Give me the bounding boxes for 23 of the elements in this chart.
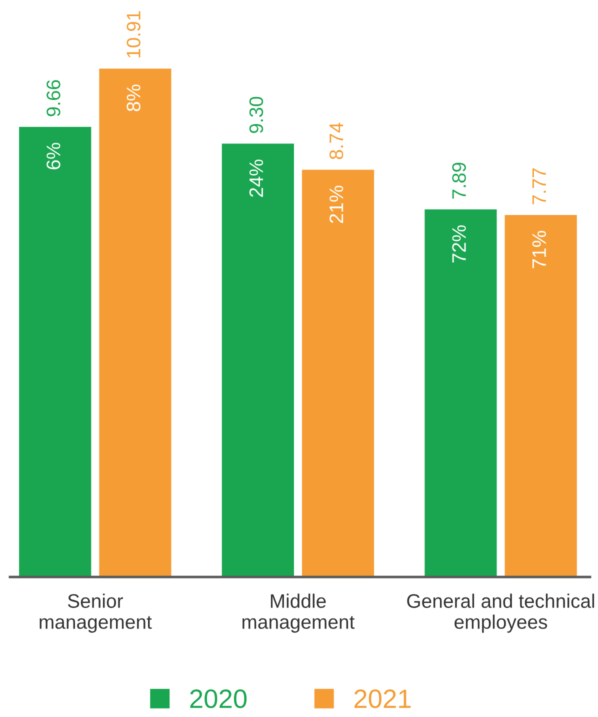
annotation: 21%	[329, 186, 344, 223]
annotation: 8%	[126, 84, 140, 112]
x-tick-label: General and technical employees	[407, 594, 594, 633]
annotation: 6%	[46, 142, 60, 170]
data-label: 8.74	[329, 122, 344, 160]
legend-label: 2020	[190, 689, 247, 708]
bar	[222, 144, 294, 577]
data-label: 9.66	[46, 80, 60, 116]
data-label: 7.77	[532, 168, 546, 204]
bar	[504, 214, 577, 577]
legend-label: 2021	[354, 689, 411, 708]
annotation: 72%	[452, 225, 466, 263]
bar	[19, 126, 92, 577]
x-tick-label: Senior management	[40, 594, 152, 633]
annotation: 24%	[249, 160, 264, 197]
data-label: 7.89	[452, 162, 466, 199]
data-label: 9.30	[249, 96, 264, 134]
x-tick-label: Middle management	[242, 594, 355, 633]
bar	[302, 170, 374, 577]
data-label: 10.91	[126, 11, 140, 58]
annotation: 71%	[532, 230, 546, 268]
bar	[424, 209, 497, 577]
bar	[99, 68, 172, 577]
